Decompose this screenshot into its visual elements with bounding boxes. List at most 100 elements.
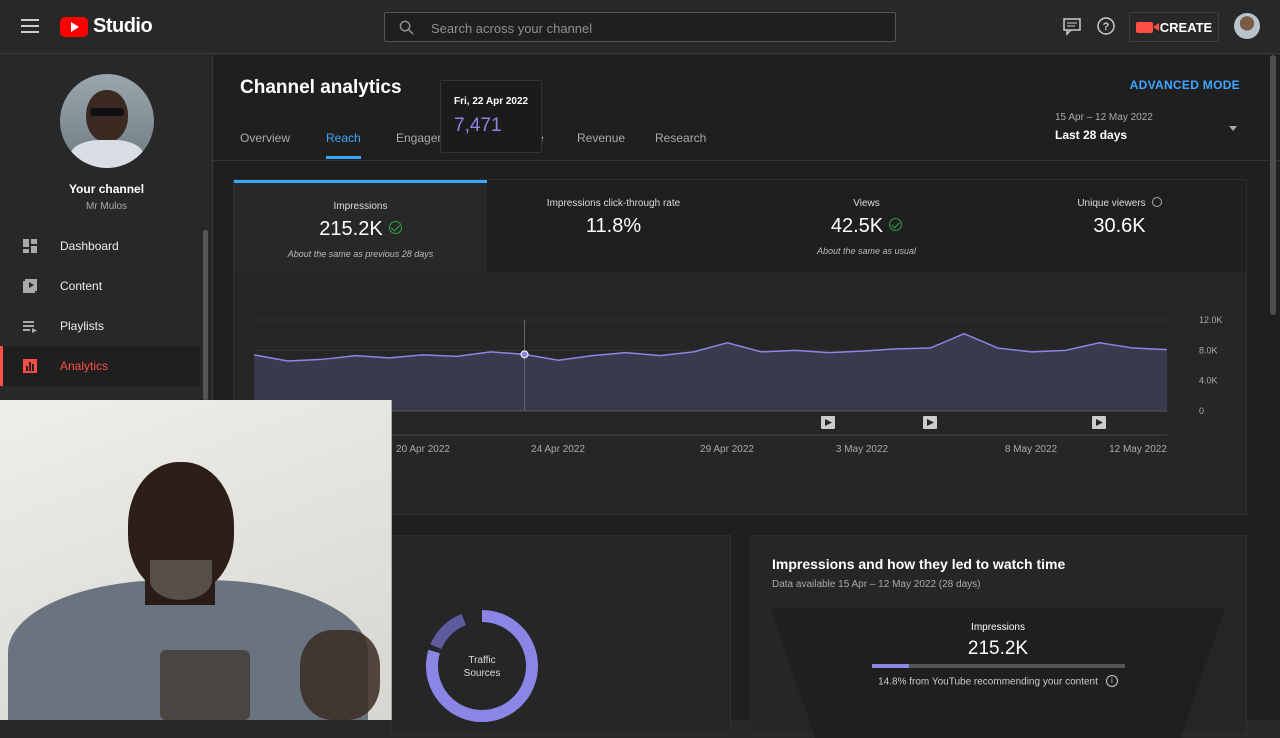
- tooltip-value: 7,471: [454, 115, 502, 136]
- metric-unique-viewers[interactable]: Unique viewers 30.6K: [993, 180, 1246, 272]
- tab-revenue[interactable]: Revenue: [577, 131, 626, 145]
- webcam-person-hand: [300, 630, 380, 720]
- impressions-funnel: Impressions 215.2K 14.8% from YouTube re…: [771, 608, 1225, 738]
- metric-impressions[interactable]: Impressions 215.2K About the same as pre…: [234, 180, 487, 272]
- metric-ctr[interactable]: Impressions click-through rate 11.8%: [487, 180, 740, 272]
- tab-overview[interactable]: Overview: [240, 131, 291, 145]
- chart-highlight-point: [520, 350, 529, 359]
- svg-text:?: ?: [1103, 21, 1110, 33]
- sidebar-scrollbar[interactable]: [203, 230, 208, 400]
- metric-value-row: 42.5K: [740, 215, 993, 238]
- funnel-note: 14.8% from YouTube recommending your con…: [878, 676, 1098, 688]
- chevron-down-icon[interactable]: [1229, 126, 1237, 131]
- studio-logo-text: Studio: [93, 15, 153, 37]
- clock-icon: [1151, 197, 1162, 208]
- webcam-person-beard: [150, 560, 212, 600]
- channel-avatar[interactable]: [60, 74, 154, 168]
- metric-label: Views: [853, 198, 880, 209]
- metric-value: 215.2K: [319, 218, 383, 240]
- tooltip-date: Fri, 22 Apr 2022: [454, 96, 529, 107]
- x-tick-label: 20 Apr 2022: [396, 444, 450, 455]
- search-box[interactable]: [384, 12, 896, 42]
- traffic-donut[interactable]: Traffic Sources: [392, 536, 732, 736]
- funnel-impressions-value: 215.2K: [967, 638, 1029, 659]
- metric-label: Impressions click-through rate: [546, 198, 681, 209]
- checkmark-icon: [388, 221, 402, 235]
- advanced-mode-button[interactable]: ADVANCED MODE: [1129, 78, 1240, 92]
- help-icon[interactable]: ?: [1096, 16, 1116, 36]
- tab-engagement[interactable]: Engagem: [396, 131, 448, 145]
- main-content: Channel analytics ADVANCED MODE 15 Apr –…: [213, 55, 1280, 738]
- sidebar-item-label: Content: [60, 279, 103, 293]
- sidebar-item-analytics[interactable]: Analytics: [0, 346, 200, 386]
- play-icon: [927, 419, 934, 426]
- chart-tooltip: Fri, 22 Apr 2022 7,471: [440, 80, 542, 153]
- create-button[interactable]: CREATE: [1129, 12, 1219, 42]
- webcam-shirt-print: [160, 650, 250, 720]
- x-tick-label: 3 May 2022: [836, 444, 889, 455]
- playlists-icon: [23, 321, 37, 333]
- funnel-note-row: 14.8% from YouTube recommending your con…: [771, 675, 1225, 688]
- y-tick-label: 8.0K: [1199, 345, 1218, 355]
- chart-series-line: [253, 332, 1168, 362]
- y-tick-label: 4.0K: [1199, 376, 1218, 386]
- impressions-progress-bar: [872, 664, 1125, 668]
- chart-area-fill: [254, 333, 1167, 411]
- card-subtitle: Data available 15 Apr – 12 May 2022 (28 …: [772, 579, 981, 590]
- account-avatar[interactable]: [1234, 13, 1260, 39]
- channel-title[interactable]: Your channel: [68, 182, 145, 196]
- x-tick-label: 24 Apr 2022: [531, 444, 585, 455]
- info-icon[interactable]: i: [1105, 675, 1118, 687]
- content-icon: [23, 279, 37, 293]
- metric-label: Unique viewers: [1077, 198, 1146, 209]
- tab-research[interactable]: Research: [655, 131, 707, 145]
- webcam-overlay: [0, 400, 392, 720]
- video-camera-icon: [1135, 21, 1159, 33]
- top-bar: Studio ? CREATE: [0, 0, 1280, 54]
- checkmark-icon: [889, 218, 903, 232]
- funnel-impressions-label: Impressions: [971, 622, 1025, 633]
- y-tick-label: 12.0K: [1199, 315, 1223, 325]
- channel-name: Mr Mulos: [85, 201, 128, 212]
- metric-value: 42.5K: [830, 215, 884, 237]
- donut-label-2: Sources: [464, 668, 501, 679]
- metric-label-row: Unique viewers: [993, 197, 1246, 209]
- menu-icon[interactable]: [21, 19, 39, 33]
- metric-views[interactable]: Views 42.5K About the same as usual: [740, 180, 993, 272]
- sidebar-item-label: Playlists: [60, 319, 105, 333]
- sidebar-item-content[interactable]: Content: [0, 266, 200, 306]
- studio-logo[interactable]: Studio: [60, 15, 153, 38]
- tab-reach[interactable]: Reach: [326, 131, 361, 145]
- donut-segment-main: [426, 610, 538, 722]
- page-title: Channel analytics: [240, 77, 402, 98]
- metric-value: 30.6K: [1093, 215, 1146, 237]
- dashboard-icon: [23, 239, 37, 253]
- y-tick-label: 0: [1199, 406, 1204, 416]
- metric-value-row: 215.2K: [234, 218, 487, 241]
- card-title: Impressions and how they led to watch ti…: [772, 556, 1066, 572]
- donut-label-1: Traffic: [468, 655, 495, 666]
- x-tick-label: 8 May 2022: [1005, 444, 1058, 455]
- youtube-play-icon: [60, 16, 88, 37]
- play-icon: [1096, 419, 1103, 426]
- traffic-sources-card: Traffic Sources: [391, 535, 731, 735]
- search-input[interactable]: [431, 18, 871, 38]
- metrics-card: Impressions 215.2K About the same as pre…: [233, 179, 1247, 515]
- date-range-text[interactable]: 15 Apr – 12 May 2022: [1055, 112, 1153, 123]
- funnel-shape: [771, 608, 1225, 738]
- x-tick-label: 12 May 2022: [1109, 444, 1167, 455]
- date-range-label[interactable]: Last 28 days: [1055, 128, 1128, 142]
- impressions-progress-fill: [872, 664, 910, 668]
- tabs-divider: [213, 160, 1280, 161]
- impressions-funnel-card: Impressions and how they led to watch ti…: [750, 535, 1247, 738]
- metric-value: 11.8%: [585, 215, 642, 237]
- sidebar-item-label: Dashboard: [60, 239, 119, 253]
- sidebar-item-playlists[interactable]: Playlists: [0, 306, 200, 346]
- sidebar-item-dashboard[interactable]: Dashboard: [0, 226, 200, 266]
- impressions-chart[interactable]: 12.0K 8.0K 4.0K 0 20 Apr 2022 24 Apr 2022 29 A…: [234, 180, 1248, 516]
- messages-icon[interactable]: [1062, 16, 1082, 36]
- sidebar-item-label: Analytics: [60, 359, 109, 373]
- create-button-label: CREATE: [1159, 19, 1213, 35]
- metric-label: Impressions: [333, 201, 388, 212]
- main-scrollbar[interactable]: [1270, 55, 1276, 315]
